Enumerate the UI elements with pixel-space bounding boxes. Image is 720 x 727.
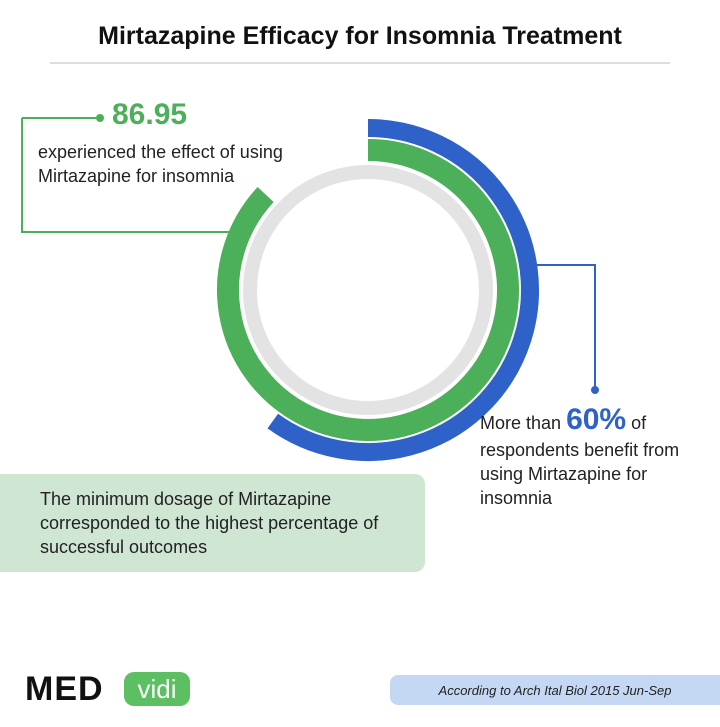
stat-suffix: of — [631, 413, 647, 433]
logo-right: vidi — [124, 672, 190, 706]
callout-line — [520, 264, 596, 390]
source-box — [390, 675, 720, 705]
arc — [267, 119, 539, 461]
arcs — [217, 119, 539, 461]
title-rule — [50, 62, 670, 64]
title: Mirtazapine Efficacy for Insomnia Treatm… — [98, 22, 622, 50]
stat-value: 60% — [566, 403, 627, 436]
stat-text: experienced the effect of using Mirtazap… — [38, 142, 283, 186]
base-ring — [243, 165, 493, 415]
stat-value: 86.95 — [112, 98, 188, 131]
callout-dot — [96, 114, 104, 122]
note-text: The minimum dosage of Mirtazapine corres… — [40, 489, 379, 557]
callout-line — [21, 118, 250, 233]
stat-heading: More than 60% of — [480, 405, 647, 435]
stat-prefix: More than — [480, 413, 562, 433]
stat-text: respondents benefit from using Mirtazapi… — [480, 440, 680, 508]
note-box — [0, 474, 425, 572]
source-text: According to Arch Ital Biol 2015 Jun-Sep — [438, 683, 672, 698]
logo-left: MED — [25, 670, 104, 708]
callout-dot — [591, 386, 599, 394]
arc — [217, 139, 519, 441]
